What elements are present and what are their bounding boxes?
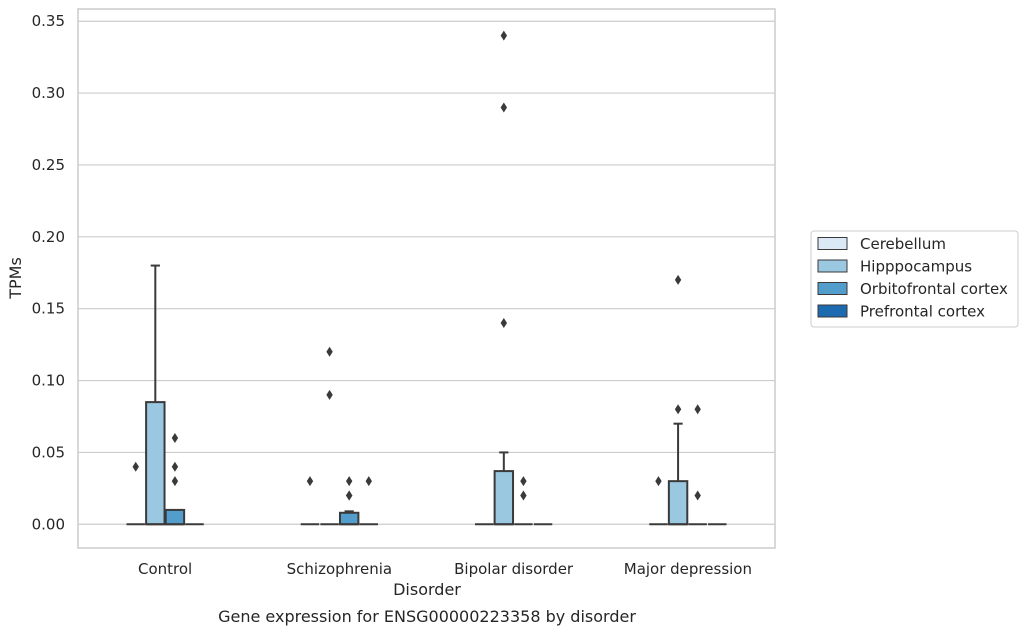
outlier-point [345,490,353,501]
x-tick-label: Schizophrenia [287,560,392,578]
outlier-point [306,476,314,487]
outlier-point [500,102,508,113]
box-body [338,511,360,526]
y-tick-label: 0.35 [32,12,65,30]
y-axis-label: TPMs [6,257,25,300]
x-axis-label: Disorder [393,580,461,599]
x-tick-labels: Control Schizophrenia Bipolar disorder Majo… [138,560,752,578]
legend-swatch [817,304,848,318]
outliers-layer [132,30,701,501]
legend-swatch [817,259,848,273]
legend-swatch [817,237,848,250]
legend-label: Hipppocampus [860,258,972,276]
legend-swatch [817,282,848,295]
legend-label: Prefrontal cortex [860,303,985,321]
chart-title: Gene expression for ENSG00000223358 by d… [218,607,636,626]
plot-area [78,9,775,548]
outlier-point [520,476,527,487]
outlier-point [326,389,333,400]
box-hipppocampus [145,264,166,526]
box-body [493,470,515,526]
outlier-point [674,274,682,285]
x-tick-label: Major depression [624,560,752,578]
y-tick-label: 0.30 [32,84,65,102]
y-tick-label: 0.00 [32,515,65,533]
outlier-point [171,461,179,472]
y-tick-label: 0.05 [32,443,65,461]
outlier-point [365,476,372,487]
outlier-point [500,318,508,329]
legend-label: Orbitofrontal cortex [860,280,1008,298]
legend-frame [810,230,1019,328]
legend-label: Cerebellum [860,235,946,253]
grid-lines [78,20,775,525]
box-body [164,508,186,526]
box-hipppocampus [667,422,689,526]
outlier-point [171,476,179,487]
outlier-point [694,404,701,415]
box-orbitofrontal-cortex [338,510,360,526]
outlier-point [326,346,333,357]
y-tick-label: 0.20 [32,228,65,246]
legend: Cerebellum Hipppocampus Orbitofrontal cort… [810,230,1019,328]
box-body [667,480,689,526]
outlier-point [674,404,682,415]
plot-frame [77,8,776,549]
outlier-point [694,490,701,501]
y-tick-label: 0.10 [32,372,65,390]
outlier-point [655,476,662,487]
outlier-point [520,490,527,501]
outlier-point [171,433,179,444]
box-orbitofrontal-cortex [164,508,186,526]
x-tick-label: Control [138,560,192,578]
y-tick-labels: 0.00 0.05 0.10 0.15 0.20 0.25 0.30 0.35 [32,12,65,533]
outlier-point [345,476,353,487]
outlier-point [132,461,139,472]
box-body [145,401,166,526]
box-hipppocampus [493,451,515,526]
y-tick-label: 0.25 [32,156,65,174]
y-tick-label: 0.15 [32,300,65,318]
x-tick-label: Bipolar disorder [454,560,574,578]
boxes-layer [126,264,727,526]
outlier-point [500,30,508,41]
